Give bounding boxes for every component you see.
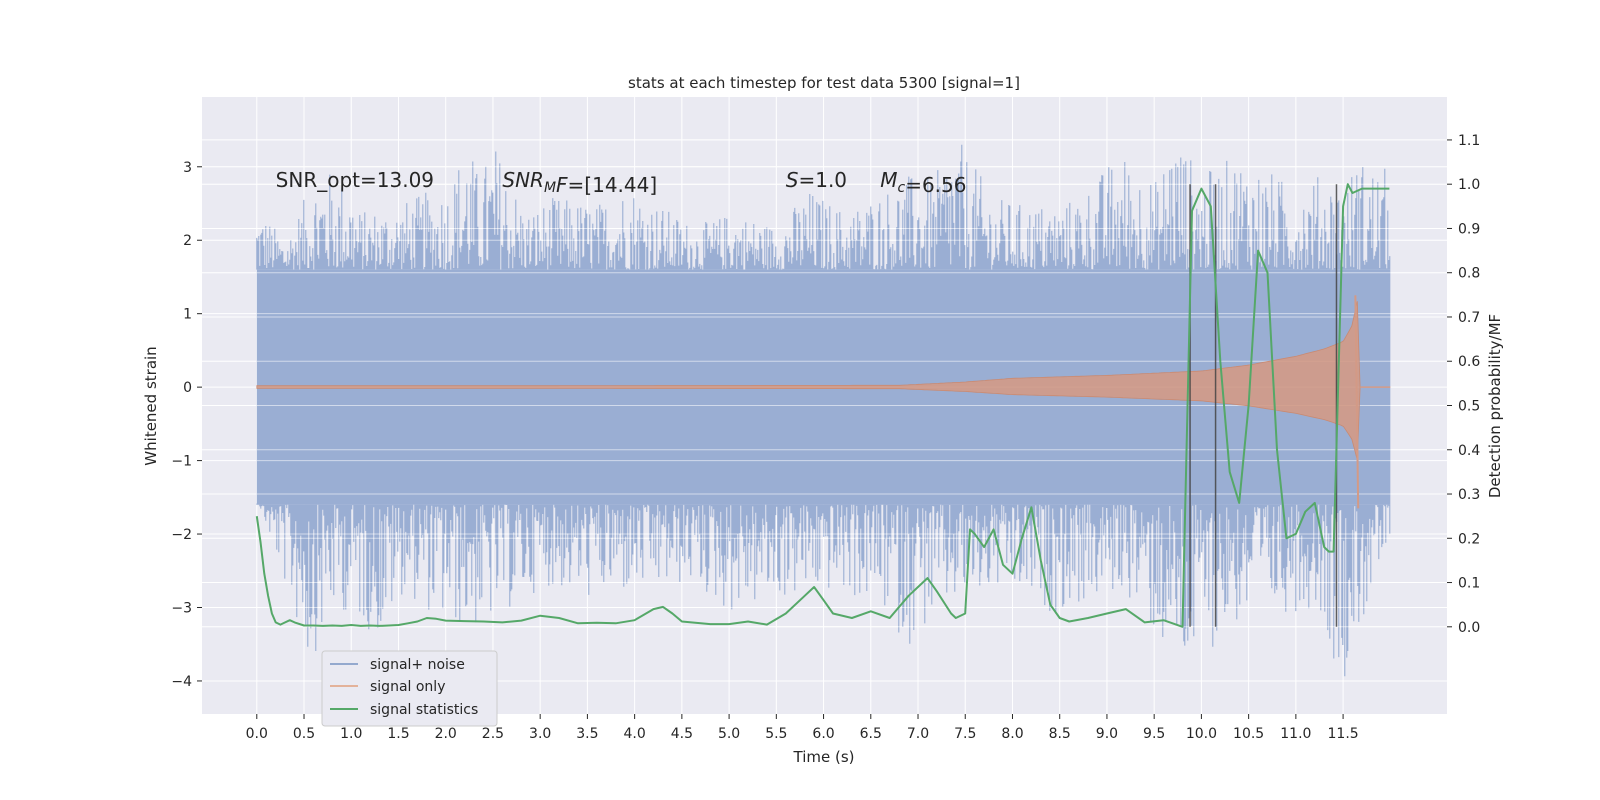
- x-tick-label: 6.0: [812, 726, 834, 742]
- x-axis-label: Time (s): [793, 748, 855, 766]
- y2-tick-label: 0.3: [1458, 487, 1480, 503]
- x-tick-label: 9.0: [1096, 726, 1118, 742]
- y-axis-label: Whitened strain: [142, 346, 160, 465]
- x-tick-label: 7.0: [907, 726, 929, 742]
- x-tick-label: 3.5: [576, 726, 598, 742]
- y2-tick-label: 0.7: [1458, 310, 1480, 326]
- y-tick-label: 2: [183, 233, 192, 249]
- x-tick-label: 4.0: [623, 726, 645, 742]
- x-tick-label: 8.0: [1001, 726, 1023, 742]
- y2-tick-label: 0.5: [1458, 399, 1480, 415]
- x-tick-label: 4.5: [671, 726, 693, 742]
- x-tick-label: 2.5: [482, 726, 504, 742]
- x-tick-label: 9.5: [1143, 726, 1165, 742]
- y2-tick-label: 0.8: [1458, 266, 1480, 282]
- x-tick-label: 7.5: [954, 726, 976, 742]
- legend: signal+ noise signal only signal statist…: [321, 650, 498, 727]
- x-tick-label: 0.5: [293, 726, 315, 742]
- y-tick-label: −4: [171, 674, 192, 690]
- y-tick-label: 3: [183, 160, 192, 176]
- y2-tick-label: 0.2: [1458, 531, 1480, 547]
- signal-only-envelope: [256, 301, 1361, 461]
- noise-peaks-low: [256, 500, 1391, 677]
- legend-label-signal-statistics: signal statistics: [370, 702, 478, 718]
- annotation-text: S=1.0: [786, 168, 847, 192]
- y2-tick-label: 0.4: [1458, 443, 1480, 459]
- y-tick-label: −3: [171, 600, 192, 616]
- y2-axis-ticks: 0.0 0.1 0.2 0.3 0.4 0.5 0.6 0.7 0.8 0.9 1.0 1.1: [1447, 133, 1480, 636]
- y2-tick-label: 0.1: [1458, 576, 1480, 592]
- signal-only-spike: [1354, 295, 1360, 509]
- series-signal-only: [256, 295, 1391, 509]
- x-tick-label: 10.0: [1186, 726, 1217, 742]
- y2-tick-label: 1.1: [1458, 133, 1480, 149]
- signal-statistics-line: [255, 183, 1390, 628]
- y2-tick-label: 0.6: [1458, 354, 1480, 370]
- x-tick-label: 11.0: [1280, 726, 1311, 742]
- annotations: SNR_opt=13.09 SNRMF=[14.44] S=1.0 Mc=6.56: [276, 168, 967, 197]
- x-tick-label: 6.5: [860, 726, 882, 742]
- annotation-text: SNRMF=[14.44]: [502, 168, 657, 197]
- x-tick-label: 0.0: [246, 726, 268, 742]
- y-tick-label: 1: [183, 307, 192, 323]
- x-tick-label: 1.5: [387, 726, 409, 742]
- x-tick-label: 10.5: [1233, 726, 1264, 742]
- y2-tick-label: 0.0: [1458, 620, 1480, 636]
- y2-tick-label: 0.9: [1458, 221, 1480, 237]
- y-axis-ticks: −4 −3 −2 −1 0 1 2 3: [171, 160, 202, 690]
- legend-box: [321, 650, 498, 727]
- y2-axis-label: Detection probability/MF: [1486, 314, 1504, 498]
- x-tick-label: 5.0: [718, 726, 740, 742]
- legend-label-signal-only: signal only: [370, 679, 445, 695]
- series-signal-statistics: [255, 183, 1390, 628]
- y-tick-label: 0: [183, 380, 192, 396]
- legend-label-signal-noise: signal+ noise: [370, 657, 465, 673]
- chart-title: stats at each timestep for test data 530…: [628, 74, 1020, 92]
- x-axis-ticks: 0.0 0.5 1.0 1.5 2.0 2.5 3.0 3.5 4.0 4.5 5.0 5.5 6.0 6…: [246, 714, 1359, 742]
- y2-tick-label: 1.0: [1458, 177, 1480, 193]
- x-tick-label: 8.5: [1049, 726, 1071, 742]
- y-tick-label: −2: [171, 527, 192, 543]
- annotation-text: Mc=6.56: [880, 168, 966, 197]
- x-tick-label: 2.0: [435, 726, 457, 742]
- y-tick-label: −1: [171, 454, 192, 470]
- x-tick-label: 5.5: [765, 726, 787, 742]
- x-tick-label: 11.5: [1328, 726, 1359, 742]
- x-tick-label: 3.0: [529, 726, 551, 742]
- annotation-text: SNR_opt=13.09: [276, 168, 434, 192]
- x-tick-label: 1.0: [340, 726, 362, 742]
